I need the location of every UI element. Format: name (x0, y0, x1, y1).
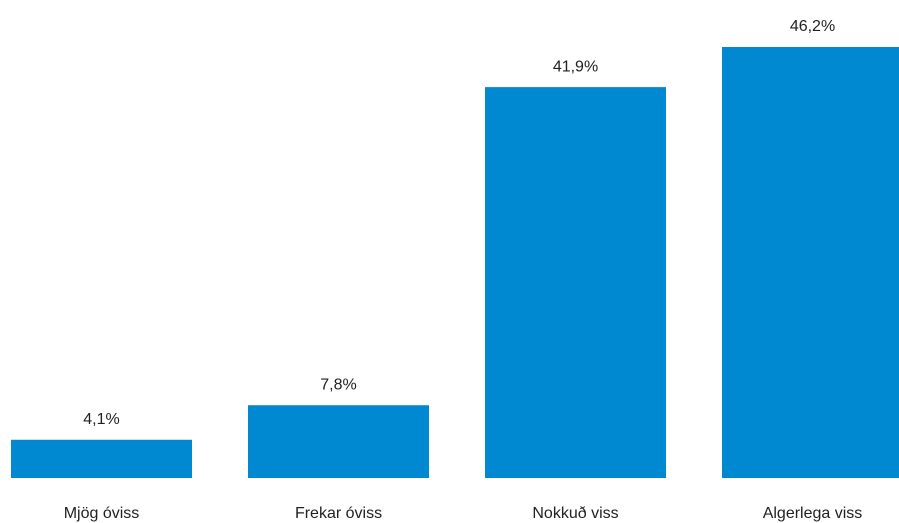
value-label: 41,9% (553, 58, 598, 75)
bar (248, 405, 429, 478)
x-tick-label: Mjög óviss (64, 505, 140, 522)
value-label: 46,2% (790, 18, 835, 35)
value-label: 4,1% (83, 411, 119, 428)
bar (485, 87, 666, 478)
x-tick-label: Nokkuð viss (532, 505, 618, 522)
x-tick-label: Frekar óviss (295, 505, 382, 522)
value-label: 7,8% (320, 376, 356, 393)
bar (11, 439, 192, 478)
bar (722, 47, 899, 478)
x-tick-label: Algerlega viss (763, 505, 863, 522)
